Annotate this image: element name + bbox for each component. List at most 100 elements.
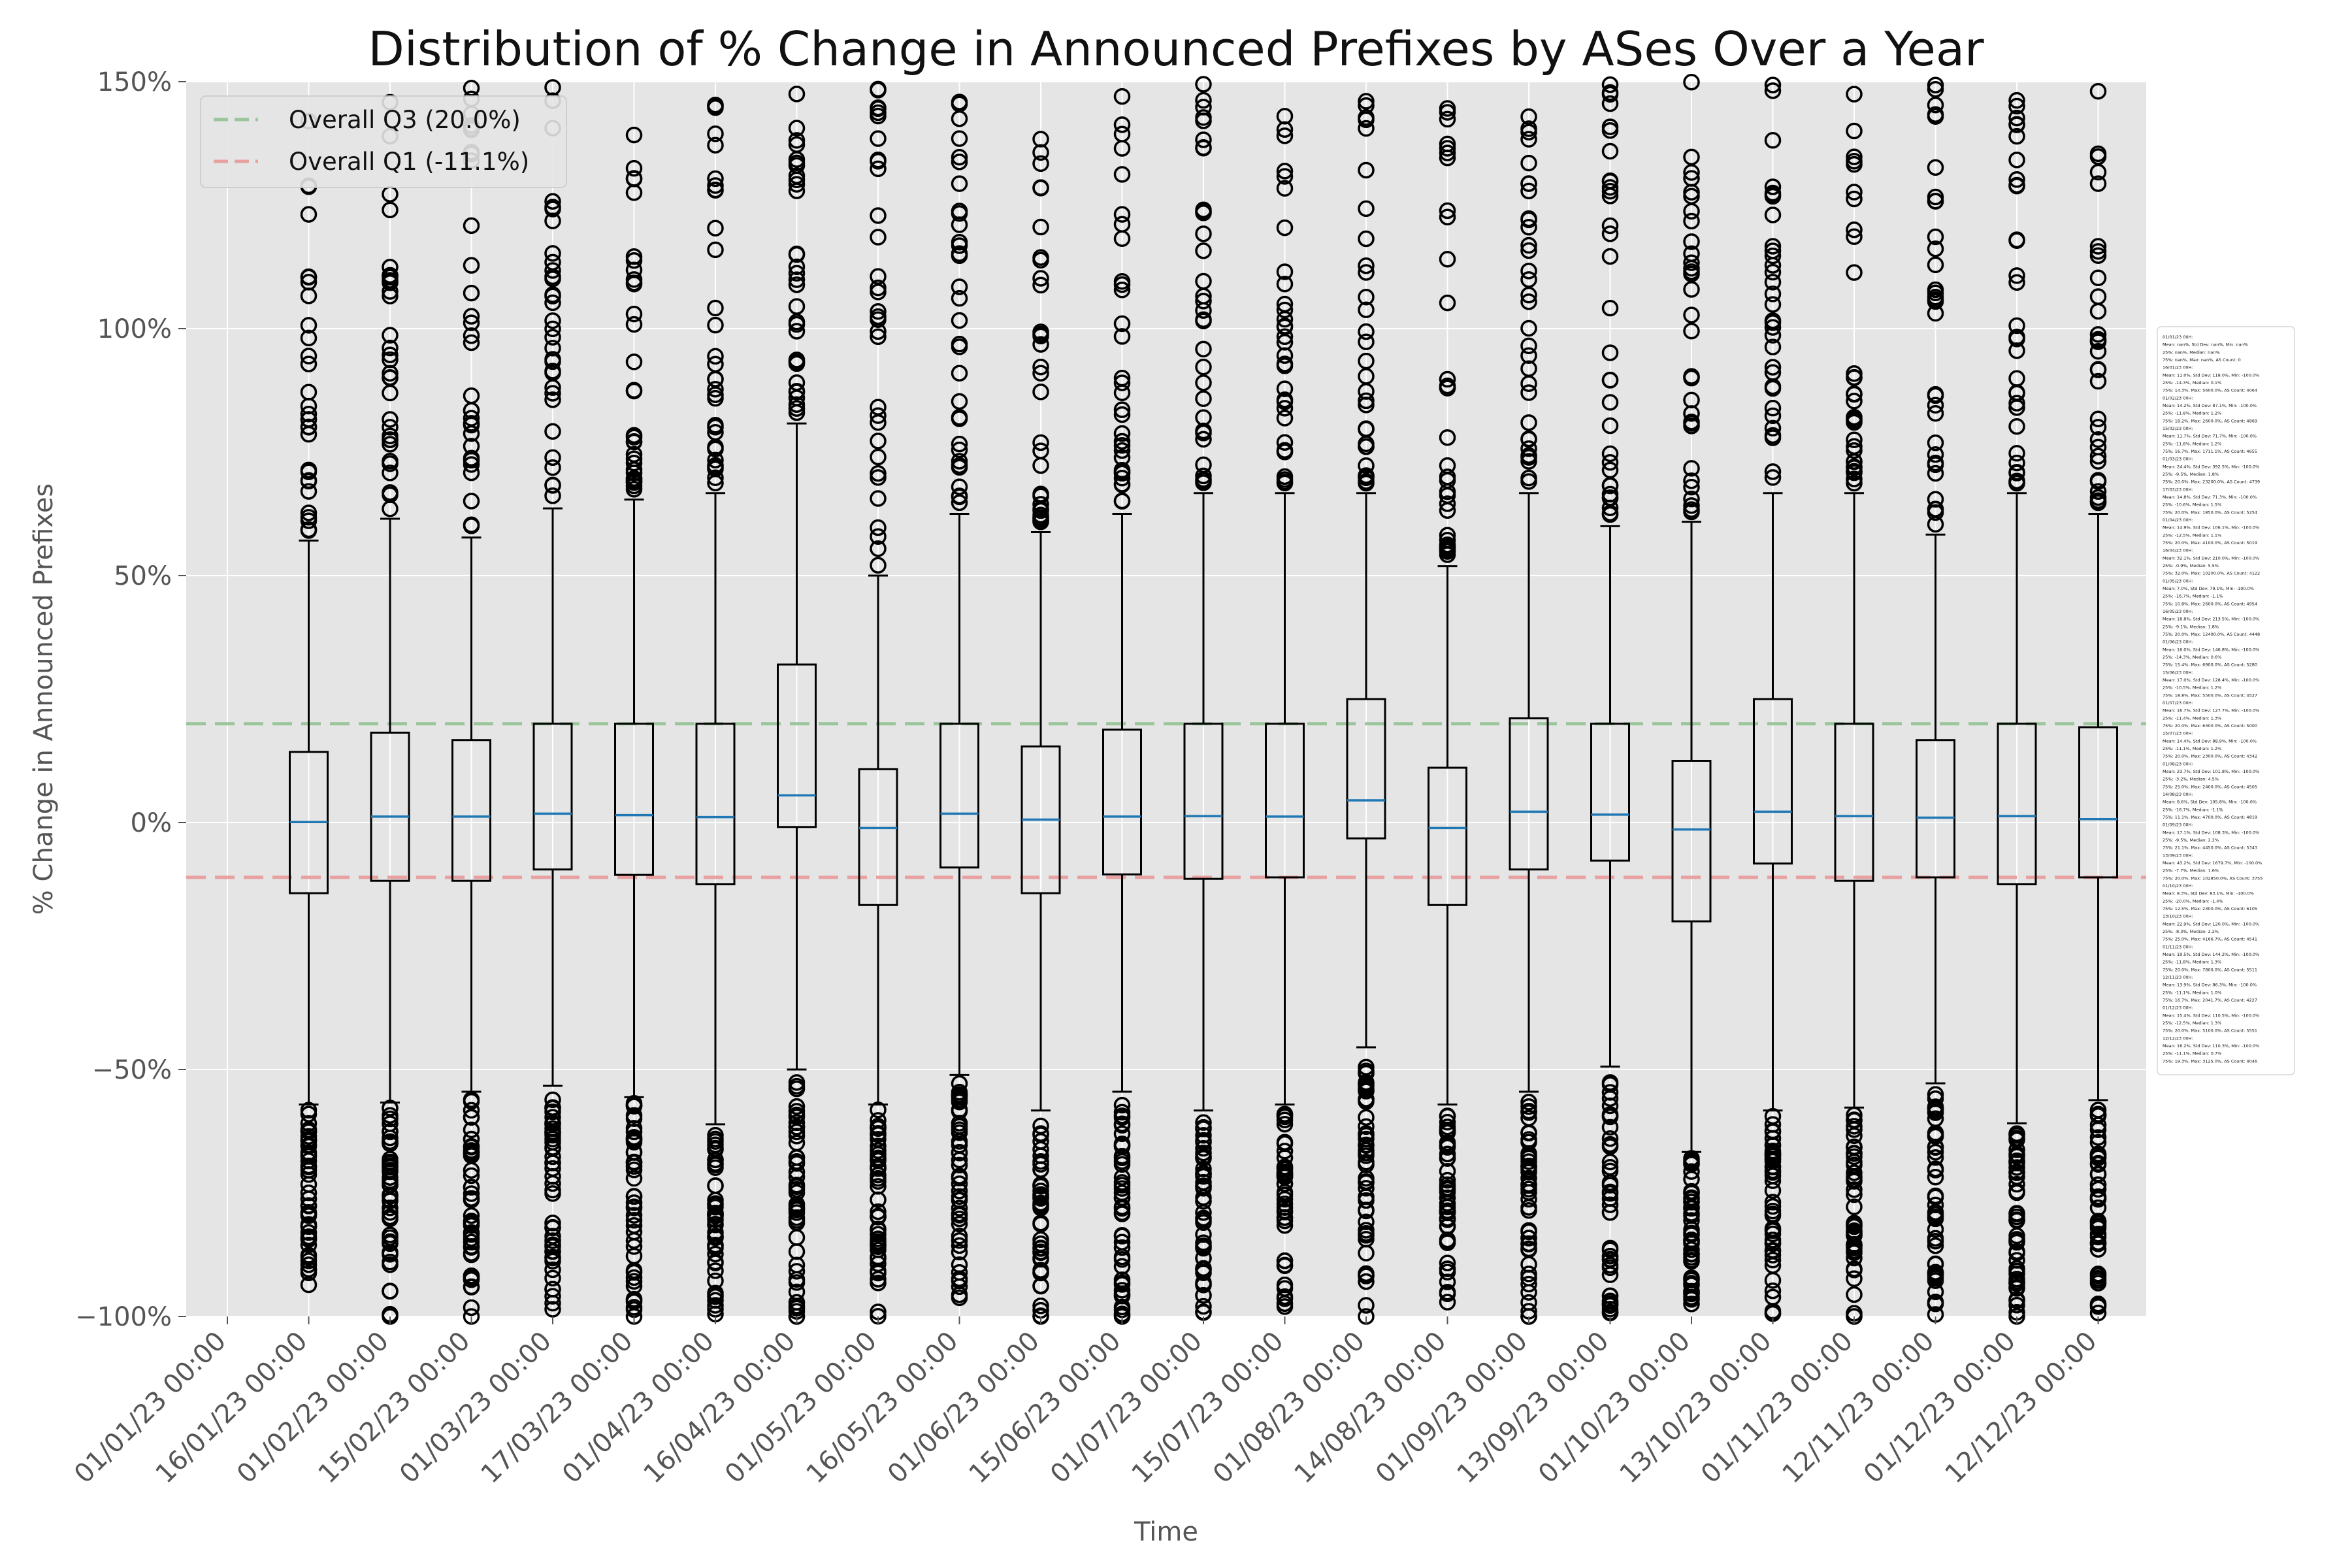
outlier-point xyxy=(1520,319,1537,337)
outlier-point xyxy=(1846,431,1863,448)
outlier-point xyxy=(1439,531,1456,549)
outlier-point xyxy=(1439,1264,1456,1281)
outlier-point xyxy=(1276,400,1294,417)
outlier-point xyxy=(1439,1231,1456,1249)
outlier-point xyxy=(1032,276,1049,294)
outlier-point xyxy=(1276,1290,1294,1307)
outlier-point xyxy=(382,1282,399,1299)
outlier-point xyxy=(1764,178,1782,195)
outlier-point xyxy=(1195,139,1212,157)
outlier-point xyxy=(1927,1230,1944,1247)
outlier-point xyxy=(1927,1090,1944,1107)
outlier-point xyxy=(625,126,643,144)
outlier-point xyxy=(1276,1143,1294,1160)
y-axis-ticks: −100% −50% 0% 50% 100% 150% xyxy=(75,67,186,1332)
outlier-point xyxy=(1520,1109,1537,1126)
outlier-point xyxy=(544,459,561,476)
stats-line: 25%: -3.2%, Median: 4.5% xyxy=(2163,777,2219,782)
outlier-point xyxy=(707,1245,724,1263)
outlier-point xyxy=(870,519,887,536)
outlier-point xyxy=(1520,237,1537,254)
outlier-point xyxy=(2089,1269,2107,1287)
stats-line: 25%: -14.3%, Median: 0.6% xyxy=(2163,655,2221,660)
x-axis-label: Time xyxy=(1134,1517,1198,1547)
outlier-point xyxy=(1846,1118,1863,1135)
outlier-point xyxy=(1764,1137,1782,1154)
outlier-point xyxy=(1032,1215,1049,1232)
box-iqr xyxy=(1183,723,1224,880)
stats-line: 25%: -11.8%, Median: 1.2% xyxy=(2163,411,2221,416)
outlier-point xyxy=(463,314,480,331)
outlier-point xyxy=(1113,315,1131,333)
outlier-point xyxy=(2008,91,2025,109)
x-tick-label: 01/02/23 00:00 xyxy=(231,1326,395,1490)
outlier-point xyxy=(1032,434,1049,451)
outlier-point xyxy=(1927,284,1944,302)
outlier-point xyxy=(1358,1093,1375,1110)
outlier-point xyxy=(707,316,724,334)
outlier-point xyxy=(625,1153,643,1171)
outlier-point xyxy=(788,323,806,340)
stats-line: 75%: 20.0%, Max: 7800.0%, AS Count: 5511 xyxy=(2163,967,2257,972)
outlier-point xyxy=(544,340,561,357)
outlier-point xyxy=(1195,242,1212,259)
outlier-point xyxy=(625,481,643,498)
outlier-point xyxy=(1683,478,1700,496)
outlier-point xyxy=(1927,106,1944,123)
outlier-point xyxy=(1764,1142,1782,1160)
outlier-point xyxy=(1276,276,1294,293)
stats-line: 01/10/23 00H: xyxy=(2163,883,2193,889)
legend: Overall Q3 (20.0%) Overall Q1 (-11.1%) xyxy=(200,95,567,188)
outlier-point xyxy=(382,486,399,504)
stats-line: Mean: 24.4%, Std Dev: 392.5%, Min: -100.… xyxy=(2163,464,2259,469)
box-iqr xyxy=(1671,760,1712,923)
outlier-point xyxy=(870,448,887,466)
outlier-point xyxy=(1601,477,1619,494)
outlier-point xyxy=(1683,254,1700,271)
outlier-point xyxy=(870,407,887,424)
stats-line: Mean: 14.4%, Std Dev: 88.9%, Min: -100.0… xyxy=(2163,738,2257,743)
stats-line: 75%: 16.7%, Max: 2041.7%, AS Count: 4227 xyxy=(2163,998,2257,1003)
outlier-point xyxy=(1439,1179,1456,1196)
outlier-point xyxy=(1276,310,1294,328)
stats-line: 75%: 21.1%, Max: 4450.0%, AS Count: 5343 xyxy=(2163,845,2257,851)
outlier-point xyxy=(544,476,561,494)
outlier-point xyxy=(1358,474,1375,492)
outlier-point xyxy=(1520,1235,1537,1252)
outlier-point xyxy=(1032,365,1049,382)
outlier-point xyxy=(788,316,806,333)
outlier-point xyxy=(1683,1193,1700,1210)
outlier-point xyxy=(2089,1217,2107,1235)
outlier-point xyxy=(1601,1259,1619,1277)
outlier-point xyxy=(1113,406,1131,423)
outlier-point xyxy=(951,312,968,329)
stats-line: 16/01/23 00H: xyxy=(2163,365,2193,370)
outlier-point xyxy=(1276,434,1294,451)
outlier-point xyxy=(1195,201,1212,218)
stats-line: 25%: -9.1%, Median: 1.8% xyxy=(2163,624,2219,629)
outlier-point xyxy=(2089,1156,2107,1173)
outlier-point xyxy=(1358,1267,1375,1284)
box-iqr xyxy=(1265,723,1305,879)
outlier-point xyxy=(2008,1163,2025,1181)
outlier-point xyxy=(1846,1145,1863,1162)
stats-line: 25%: -11.8%, Median: 1.2% xyxy=(2163,441,2221,446)
outlier-point xyxy=(1601,1130,1619,1147)
stats-line: 25%: -20.0%, Median: -1.4% xyxy=(2163,898,2223,904)
outlier-point xyxy=(707,99,724,116)
outlier-point xyxy=(1032,1264,1049,1281)
outlier-point xyxy=(463,284,480,302)
outlier-point xyxy=(707,457,724,474)
outlier-point xyxy=(1439,250,1456,268)
outlier-point xyxy=(1601,394,1619,411)
outlier-point xyxy=(2089,419,2107,436)
outlier-point xyxy=(1764,338,1782,355)
plot-area xyxy=(186,82,2146,1316)
outlier-point xyxy=(870,1209,887,1226)
outlier-point xyxy=(2008,1183,2025,1200)
outlier-point xyxy=(1195,340,1212,358)
outlier-point xyxy=(1113,1285,1131,1302)
outlier-point xyxy=(1764,1282,1782,1299)
outlier-point xyxy=(788,1149,806,1166)
outlier-point xyxy=(1195,131,1212,148)
